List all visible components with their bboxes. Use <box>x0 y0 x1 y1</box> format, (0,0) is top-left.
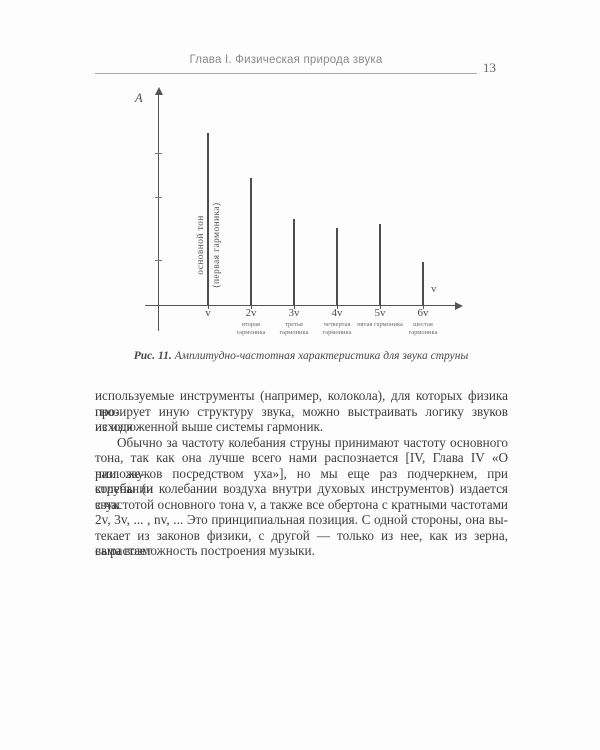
x-axis-tick <box>208 305 209 309</box>
harmonic-sublabel: вторая гармоника <box>236 321 266 336</box>
figure-caption: Рис. 11. Амплитудно-частотная характерис… <box>95 350 507 362</box>
body-text-line: тона, так как она лучше всего нами распо… <box>95 450 508 481</box>
body-text-line: 2v, 3v, ... , nv, ... Это принципиальная… <box>95 512 508 527</box>
harmonic-stem <box>422 262 424 305</box>
body-text-line: текает из законов физики, с другой — тол… <box>95 527 508 559</box>
body-text-line: Обычно за частоту колебания струны прини… <box>117 434 508 450</box>
running-header-chapter: Глава I. Физическая природа звука <box>189 54 383 66</box>
x-tick-label: 5v <box>374 307 386 319</box>
y-axis <box>158 91 159 331</box>
fundamental-tone-annotation: основной тон <box>196 215 206 275</box>
page-number: 13 <box>483 60 496 75</box>
harmonic-sublabel: третья гармоника <box>279 321 309 336</box>
first-harmonic-annotation: (первая гармоника) <box>212 202 222 288</box>
body-text-line: используемые инструменты (например, коло… <box>95 388 508 419</box>
figure-caption-number: Рис. 11. <box>133 350 172 362</box>
body-text-line: сама возможность построения музыки. <box>95 543 315 558</box>
x-tick-label: 6v <box>417 307 429 319</box>
body-text-line: струны (и колебании воздуха внутри духов… <box>95 481 508 512</box>
x-axis-tick <box>251 305 252 309</box>
body-text-line: нии звуков посредством уха»], но мы еще … <box>95 465 508 497</box>
body-text: используемые инструменты (например, коло… <box>95 388 508 559</box>
body-text-line: из изложенной выше системы гармоник. <box>95 419 324 434</box>
x-axis-arrow-icon <box>455 301 463 310</box>
x-tick-label: v <box>205 307 211 319</box>
x-axis-tick <box>337 305 338 309</box>
x-axis-label: v <box>431 283 437 295</box>
harmonic-sublabel: четвертая гармоника <box>322 321 352 336</box>
x-axis-tick <box>380 305 381 309</box>
y-axis-label: A <box>135 91 143 105</box>
harmonic-stem <box>250 178 252 305</box>
x-tick-label: 2v <box>245 307 257 319</box>
y-axis-tick <box>155 197 162 198</box>
harmonics-figure: A v v 2v вторая гармоника 3v третья гармоник… <box>95 85 507 350</box>
x-axis <box>145 305 457 306</box>
x-axis-tick <box>423 305 424 309</box>
x-tick-label: 3v <box>288 307 300 319</box>
harmonic-stem <box>293 219 295 305</box>
harmonic-stem <box>336 228 338 305</box>
x-tick-label: 4v <box>331 307 343 319</box>
y-axis-tick <box>155 260 162 261</box>
harmonic-sublabel: пятая гармоника <box>357 321 403 328</box>
harmonic-sublabel: шестая гармоника <box>408 321 438 336</box>
y-axis-tick <box>155 153 162 154</box>
header-rule <box>95 73 477 74</box>
harmonic-stem <box>379 224 381 305</box>
body-text-line: с частотой основного тона v, а также все… <box>95 496 508 512</box>
x-axis-tick <box>294 305 295 309</box>
body-text-line: гнозирует иную структуру звука, можно вы… <box>95 403 508 435</box>
figure-caption-text: Амплитудно-частотная характеристика для … <box>171 350 469 362</box>
harmonic-stem <box>207 133 209 305</box>
